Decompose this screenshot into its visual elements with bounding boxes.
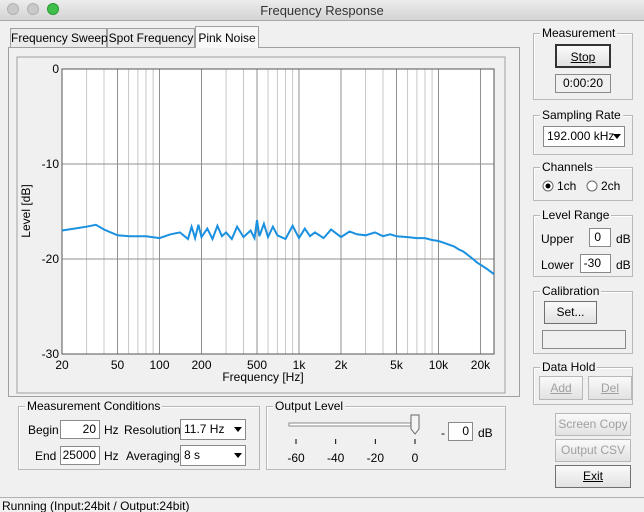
averaging-select[interactable]: 8 s <box>180 445 246 466</box>
unit: dB <box>616 258 631 272</box>
group-label: Measurement <box>540 26 618 40</box>
y-tick-label: -10 <box>42 157 60 171</box>
unit: Hz <box>104 423 119 437</box>
sampling-rate-group: Sampling Rate 192.000 kHz <box>533 108 633 155</box>
group-label: Channels <box>540 160 595 174</box>
x-tick-label: 500 <box>247 358 267 372</box>
channels-group: Channels 1ch 2ch <box>533 160 633 201</box>
screen-copy-button[interactable]: Screen Copy <box>555 413 631 436</box>
label: Lower <box>541 258 574 272</box>
status-text: Running (Input:24bit / Output:24bit) <box>2 499 190 512</box>
unit: Hz <box>104 449 119 463</box>
slider-track <box>288 422 418 427</box>
y-tick-label: 0 <box>52 62 59 76</box>
group-label: Calibration <box>540 284 602 298</box>
calibration-group: Calibration Set... <box>533 284 633 354</box>
resolution-select[interactable]: 11.7 Hz <box>180 419 246 440</box>
begin-input[interactable]: 20 <box>60 420 100 439</box>
minus-sign: - <box>441 426 445 440</box>
x-tick-label: 10k <box>429 358 449 372</box>
y-tick-label: -20 <box>42 252 60 266</box>
minimize-button[interactable] <box>27 3 39 15</box>
add-button[interactable]: Add <box>539 376 583 400</box>
label: Upper <box>541 232 574 246</box>
group-label: Output Level <box>273 399 346 413</box>
x-tick-label: 20k <box>471 358 491 372</box>
tab-panel <box>8 47 520 397</box>
stop-button[interactable]: Stop <box>555 44 611 68</box>
x-axis-label: Frequency [Hz] <box>222 370 303 384</box>
chart: Frequency [Hz] Level [dB] 20 50 100 200 500 1… <box>16 56 506 394</box>
exit-button[interactable]: Exit <box>555 465 631 488</box>
zoom-button[interactable] <box>47 3 59 15</box>
slider-tick-label: -40 <box>327 451 345 465</box>
radio-checked[interactable] <box>542 180 554 192</box>
window-title: Frequency Response <box>260 3 384 18</box>
group-label: Level Range <box>540 208 612 222</box>
x-tick-label: 2k <box>335 358 349 372</box>
slider-tick-label: -60 <box>287 451 305 465</box>
x-tick-label: 200 <box>191 358 211 372</box>
close-button[interactable] <box>7 3 19 15</box>
slider-thumb[interactable] <box>410 414 420 435</box>
status-bar: Running (Input:24bit / Output:24bit) <box>0 497 644 512</box>
radio[interactable] <box>586 180 598 192</box>
unit: dB <box>616 232 631 246</box>
y-tick-label: -30 <box>42 347 60 361</box>
level-range-group: Level Range Upper 0 dB Lower -30 dB <box>533 208 633 277</box>
x-tick-label: 100 <box>149 358 169 372</box>
slider-tick-label: 0 <box>412 451 419 465</box>
tab-active[interactable]: Pink Noise <box>195 26 259 48</box>
plot-border <box>61 68 495 355</box>
upper-spinner[interactable]: 0 <box>589 228 611 247</box>
label: Resolution <box>124 423 181 437</box>
unit: dB <box>478 426 493 440</box>
measurement-group: Measurement Stop 0:00:20 <box>533 26 633 100</box>
x-tick-label: 20 <box>55 358 69 372</box>
group-label: Data Hold <box>540 360 598 374</box>
label: Averaging <box>126 449 180 463</box>
lower-spinner[interactable]: -30 <box>580 254 611 273</box>
end-input[interactable]: 25000 <box>60 446 100 465</box>
x-tick-label: 50 <box>111 358 125 372</box>
data-hold-group: Data Hold Add Del <box>533 360 633 405</box>
radio-label: 2ch <box>601 179 621 193</box>
measurement-conditions-group: Measurement Conditions Begin 20 Hz Resol… <box>18 399 260 470</box>
output-level-group: Output Level -60 -40 -20 0 - 0 dB <box>266 399 506 470</box>
group-label: Measurement Conditions <box>25 399 163 413</box>
title-bar: Frequency Response <box>0 0 644 21</box>
label: Begin <box>28 423 59 437</box>
output-slider[interactable]: -60 -40 -20 0 <box>267 407 437 469</box>
output-csv-button[interactable]: Output CSV <box>555 439 631 462</box>
slider-tick-label: -20 <box>367 451 385 465</box>
calibration-field <box>542 330 626 349</box>
plot-area <box>61 68 495 355</box>
data-line <box>61 219 495 276</box>
set-button[interactable]: Set... <box>544 301 597 324</box>
tab[interactable]: Spot Frequency <box>107 28 195 47</box>
elapsed-time: 0:00:20 <box>555 74 611 93</box>
y-axis-label: Level [dB] <box>19 184 33 237</box>
sampling-rate-select[interactable]: 192.000 kHz <box>543 126 625 147</box>
del-button[interactable]: Del <box>588 376 632 400</box>
radio-label: 1ch <box>557 179 577 193</box>
group-label: Sampling Rate <box>540 108 623 122</box>
x-tick-label: 1k <box>293 358 307 372</box>
output-level-input[interactable]: 0 <box>448 422 473 441</box>
x-tick-label: 5k <box>390 358 404 372</box>
label: End <box>35 449 57 463</box>
tab[interactable]: Frequency Sweep <box>10 28 108 47</box>
chart-frame <box>16 56 506 394</box>
